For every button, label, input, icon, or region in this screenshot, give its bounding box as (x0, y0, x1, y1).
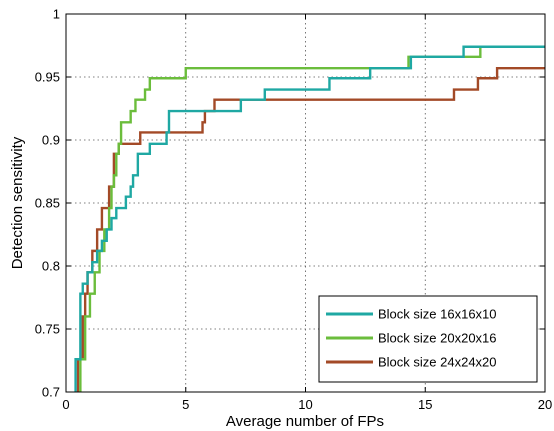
x-tick-label: 10 (298, 397, 312, 412)
legend: Block size 16x16x10 Block size 20x20x16 Bl… (318, 295, 538, 383)
legend-label-3: Block size 24x24x20 (378, 355, 497, 370)
x-tick-label: 5 (182, 397, 189, 412)
legend-label-1: Block size 16x16x10 (378, 307, 497, 322)
y-tick-label: 0.75 (35, 322, 60, 337)
legend-label-2: Block size 20x20x16 (378, 331, 497, 346)
x-tick-label: 0 (62, 397, 69, 412)
y-tick-label: 0.9 (42, 133, 60, 148)
y-tick-label: 0.8 (42, 259, 60, 274)
series-line-2 (79, 45, 545, 392)
y-tick-label: 1 (53, 7, 60, 22)
legend-entries: Block size 16x16x10 Block size 20x20x16 Bl… (326, 307, 497, 370)
ticks (65, 13, 546, 393)
x-axis-title: Average number of FPs (226, 413, 384, 430)
y-axis-title: Detection sensitivity (9, 136, 26, 269)
y-tick-label: 0.85 (35, 196, 60, 211)
series-line-1 (74, 45, 545, 392)
series-group (74, 45, 545, 392)
x-tick-label: 20 (538, 397, 552, 412)
series-line-3 (76, 66, 545, 392)
y-tick-label: 0.95 (35, 70, 60, 85)
tick-labels: 0 5 10 15 20 0.7 0.75 0.8 0.85 0.9 0.95 1 (35, 7, 553, 413)
x-tick-label: 15 (418, 397, 432, 412)
y-tick-label: 0.7 (42, 385, 60, 400)
